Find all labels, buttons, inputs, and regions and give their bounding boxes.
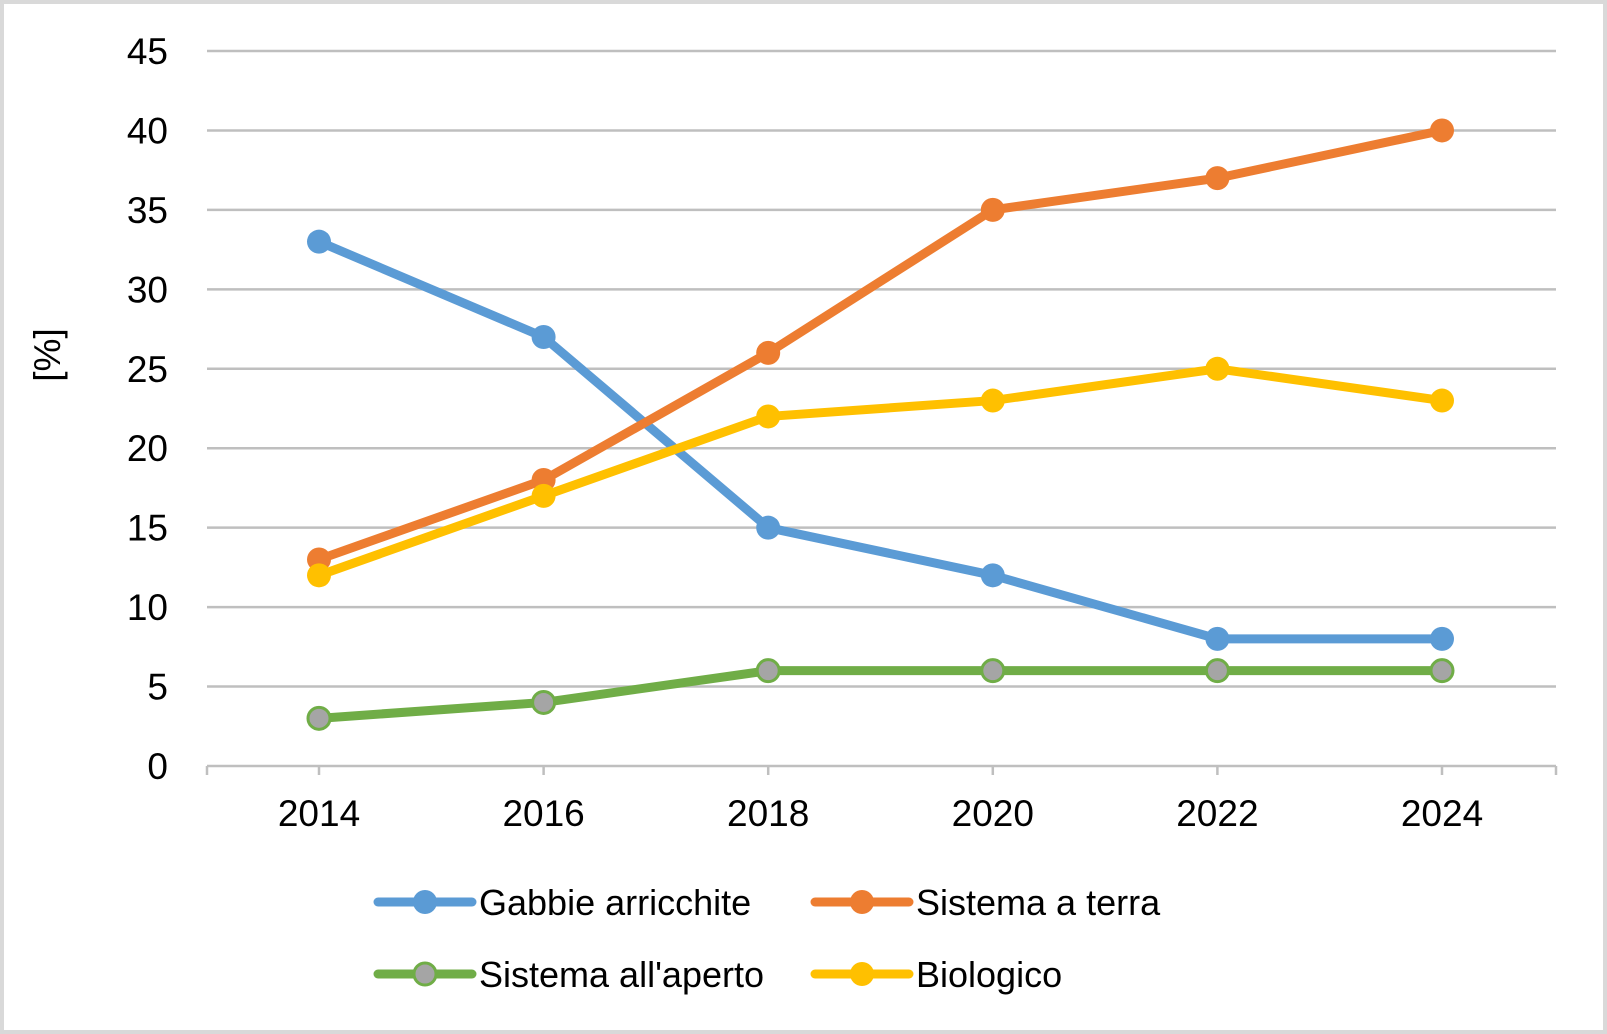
- series-layer: [306, 118, 1455, 731]
- y-tick-label: 45: [127, 31, 168, 72]
- data-point: [756, 340, 781, 365]
- data-point: [980, 197, 1005, 222]
- data-point: [307, 229, 331, 254]
- y-tick-label: 25: [127, 349, 168, 390]
- gridlines: [207, 49, 1556, 768]
- legend: Gabbie arricchite Sistema a terra Sistema …: [373, 882, 1161, 995]
- data-point: [1429, 658, 1455, 684]
- legend-label: Biologico: [916, 954, 1062, 995]
- data-point: [980, 658, 1006, 684]
- legend-item: Sistema a terra: [810, 882, 1161, 923]
- data-point: [756, 515, 781, 540]
- y-tick-label: 5: [147, 667, 168, 708]
- legend-label: Gabbie arricchite: [479, 882, 751, 923]
- y-tick-label: 15: [127, 508, 168, 549]
- y-axis-ticks: 0 5 10 15 20 25 30 35 40 45: [127, 31, 168, 787]
- x-axis: 2014 2016 2018 2020 2022 2024: [205, 766, 1558, 834]
- data-point: [1205, 356, 1230, 381]
- data-point: [980, 388, 1005, 413]
- series-sistema-a-terra: [307, 118, 1454, 572]
- legend-item: Sistema all'aperto: [373, 954, 764, 995]
- series-line: [314, 364, 1447, 580]
- legend-item: Gabbie arricchite: [373, 882, 751, 923]
- legend-marker-icon: [850, 962, 874, 986]
- legend-label: Sistema all'aperto: [479, 954, 764, 995]
- data-point: [531, 483, 556, 508]
- x-tick-label: 2014: [278, 793, 360, 834]
- legend-label: Sistema a terra: [916, 882, 1161, 923]
- legend-marker-icon: [412, 961, 438, 987]
- data-point: [755, 658, 781, 684]
- y-tick-label: 30: [127, 269, 168, 310]
- x-tick-label: 2022: [1176, 793, 1258, 834]
- data-point: [531, 325, 556, 349]
- data-point: [1205, 626, 1230, 651]
- legend-item: Biologico: [810, 954, 1062, 995]
- series-biologico: [307, 356, 1454, 588]
- data-point: [980, 563, 1005, 588]
- x-tick-label: 2024: [1401, 793, 1483, 834]
- series-sistema-all-aperto: [306, 658, 1455, 731]
- y-tick-label: 0: [147, 746, 168, 787]
- x-tick-label: 2020: [952, 793, 1034, 834]
- data-point: [1205, 166, 1230, 191]
- x-tick-label: 2018: [727, 793, 809, 834]
- y-tick-label: 10: [127, 587, 168, 628]
- data-point: [756, 404, 781, 429]
- series-line: [314, 666, 1447, 723]
- data-point: [307, 563, 331, 588]
- series-line: [314, 237, 1447, 644]
- series-gabbie-arricchite: [307, 229, 1454, 651]
- legend-marker-icon: [413, 890, 437, 914]
- data-point: [1204, 658, 1230, 684]
- data-point: [1430, 626, 1454, 651]
- data-point: [531, 689, 557, 715]
- x-tick-label: 2016: [502, 793, 584, 834]
- data-point: [1430, 388, 1454, 413]
- data-point: [306, 705, 332, 731]
- y-tick-label: 40: [127, 110, 168, 151]
- legend-marker-icon: [850, 890, 874, 914]
- y-tick-label: 35: [127, 190, 168, 231]
- y-tick-label: 20: [127, 428, 168, 469]
- y-axis-label: [%]: [27, 328, 68, 381]
- series-line: [314, 125, 1447, 564]
- data-point: [1430, 118, 1454, 143]
